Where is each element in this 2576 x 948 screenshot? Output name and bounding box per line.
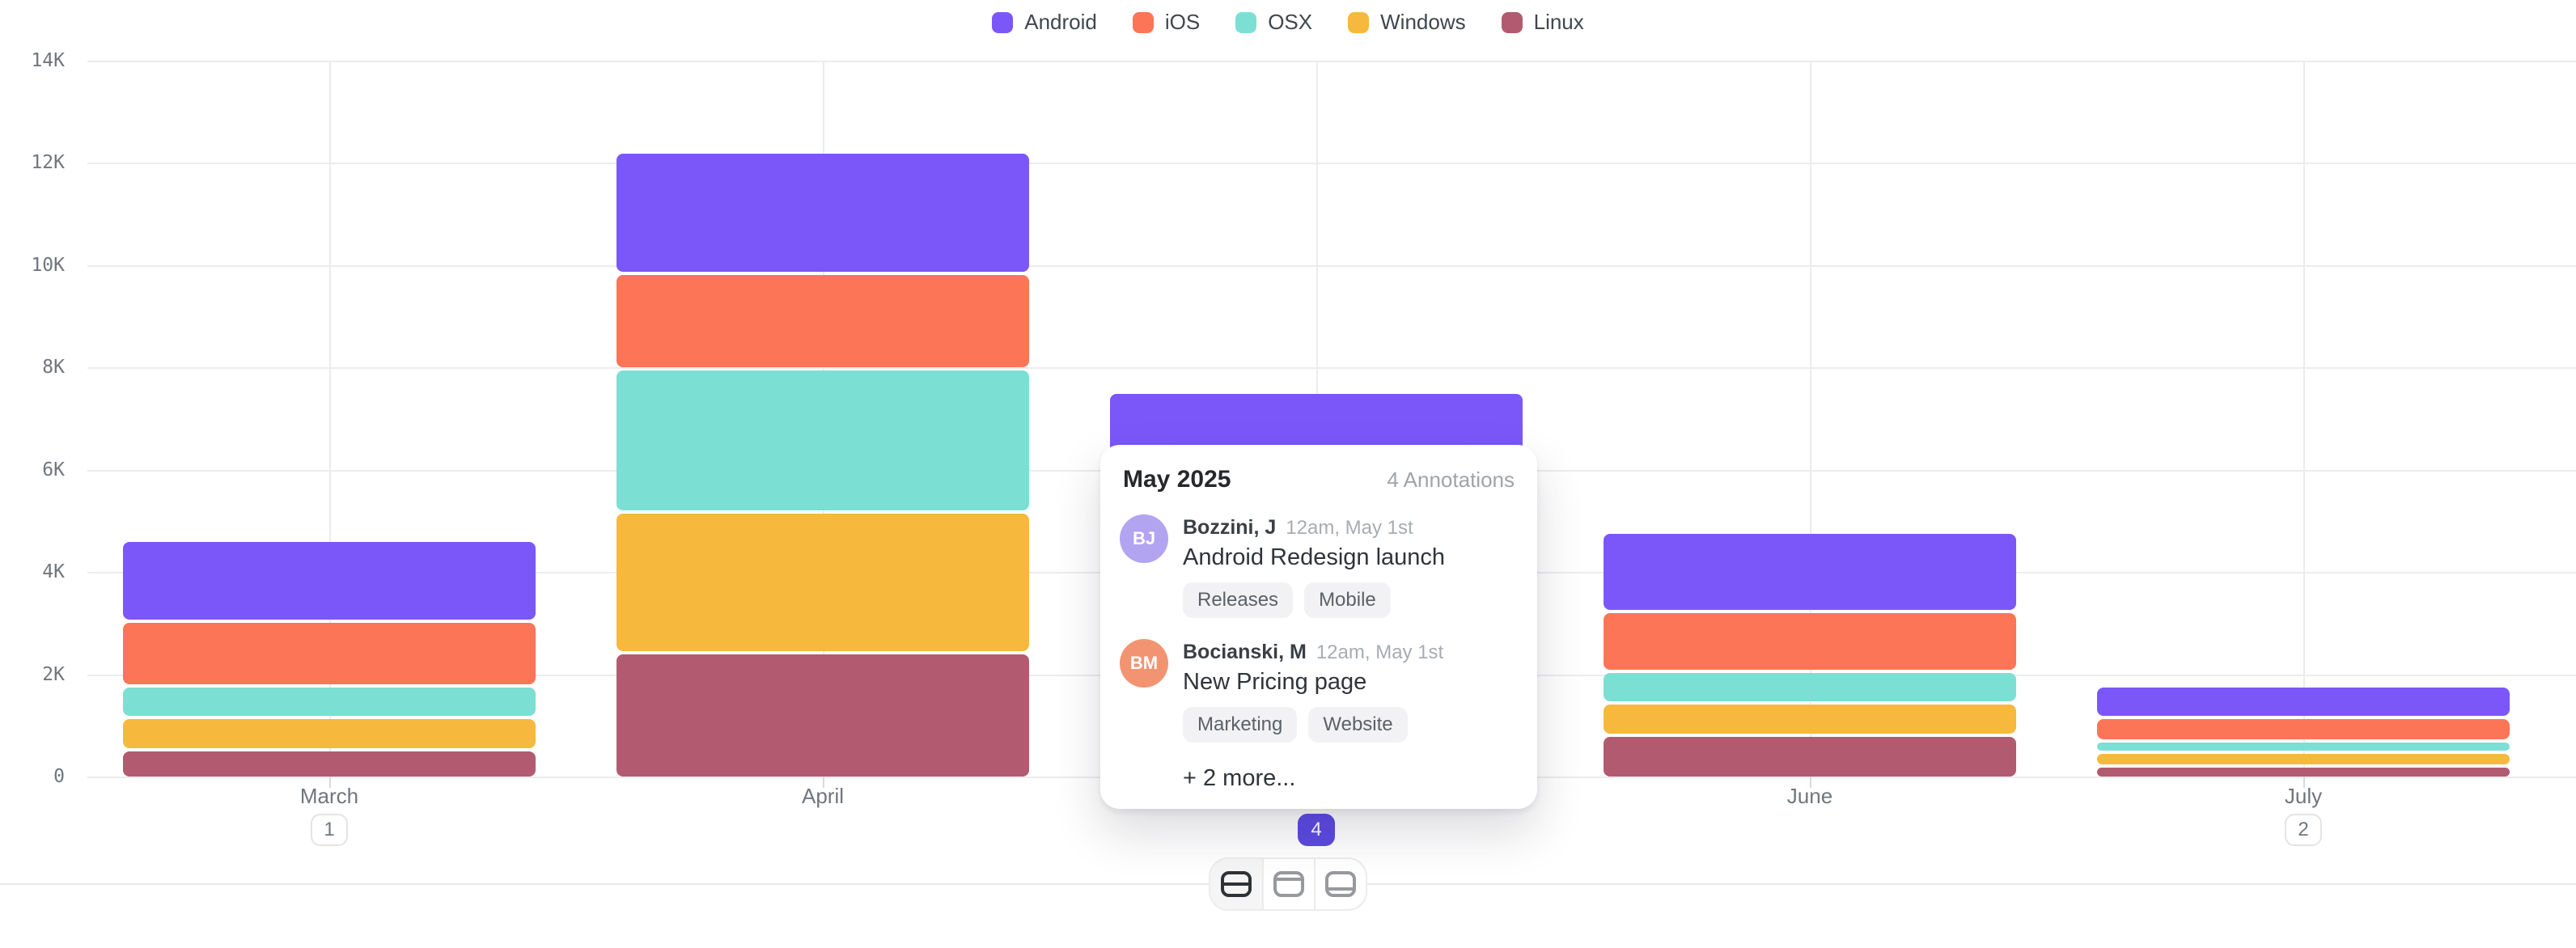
bar-segment-linux-june[interactable] <box>1604 736 2016 777</box>
popover-annotation-count: 4 Annotations <box>1387 468 1515 492</box>
x-axis-tick <box>329 777 331 788</box>
annotation-author: Bozzini, J <box>1183 516 1277 539</box>
annotations-popover: May 2025 4 Annotations BJ Bozzini, J 12a… <box>1100 445 1537 809</box>
layout-footer-bottom-icon <box>1325 871 1356 897</box>
annotation-timestamp: 12am, May 1st <box>1286 517 1413 539</box>
layout-header-top-icon <box>1273 871 1304 897</box>
y-axis-tick-label: 2K <box>42 663 65 685</box>
layout-toolbar <box>1209 857 1367 911</box>
show-more-annotations-link[interactable]: + 2 more... <box>1183 765 1296 791</box>
annotation-title: Android Redesign launch <box>1183 544 1446 570</box>
annotation-author: Bocianski, M <box>1183 641 1307 663</box>
y-axis-tick-label: 12K <box>31 152 65 174</box>
annotation-count-badge-march[interactable]: 1 <box>311 814 348 846</box>
legend-label: OSX <box>1268 10 1313 34</box>
bar-segment-ios-june[interactable] <box>1604 612 2016 670</box>
legend-label: iOS <box>1164 10 1201 34</box>
bar-segment-ios-july[interactable] <box>2097 719 2510 740</box>
popover-header: May 2025 4 Annotations <box>1120 466 1518 493</box>
annotation-count-badge-july[interactable]: 2 <box>2285 814 2322 846</box>
legend-label: Android <box>1024 10 1097 34</box>
y-gridline <box>87 367 2576 370</box>
chart-legend: Android iOS OSX Windows Linux <box>0 10 2576 35</box>
x-gridline <box>2303 61 2305 777</box>
annotation-tag: Website <box>1308 707 1408 743</box>
layout-header-top-button[interactable] <box>1262 859 1314 909</box>
legend-swatch-icon <box>1132 11 1154 33</box>
bar-segment-osx-april[interactable] <box>616 370 1029 511</box>
bar-segment-osx-july[interactable] <box>2097 743 2510 751</box>
bar-segment-android-july[interactable] <box>2097 688 2510 717</box>
legend-label: Windows <box>1380 10 1466 34</box>
annotation-tag: Mobile <box>1304 582 1391 618</box>
bar-segment-android-june[interactable] <box>1604 533 2016 610</box>
legend-swatch-icon <box>1235 11 1257 33</box>
bar-segment-osx-june[interactable] <box>1604 672 2016 701</box>
annotation-item: BM Bocianski, M 12am, May 1st New Pricin… <box>1120 639 1518 743</box>
y-axis-tick-label: 14K <box>31 50 65 71</box>
layout-footer-bottom-button[interactable] <box>1314 859 1366 909</box>
y-axis-tick-label: 0 <box>53 766 65 787</box>
y-axis-tick-label: 4K <box>42 561 65 583</box>
bar-segment-osx-march[interactable] <box>123 688 536 717</box>
bar-segment-ios-april[interactable] <box>616 274 1029 368</box>
bar-segment-windows-march[interactable] <box>123 719 536 748</box>
annotation-tag: Marketing <box>1183 707 1298 743</box>
x-axis-label-june: June <box>1786 784 1833 808</box>
legend-swatch-icon <box>992 11 1014 33</box>
annotation-item: BJ Bozzini, J 12am, May 1st Android Rede… <box>1120 514 1518 618</box>
x-axis-tick <box>823 777 824 788</box>
x-axis-label-march: March <box>299 784 359 808</box>
x-gridline <box>1810 61 1811 777</box>
y-axis-tick-label: 8K <box>42 357 65 379</box>
avatar: BM <box>1120 639 1168 688</box>
y-axis-tick-label: 10K <box>31 254 65 276</box>
popover-title: May 2025 <box>1123 466 1231 493</box>
y-gridline <box>87 163 2576 165</box>
bar-segment-windows-july[interactable] <box>2097 754 2510 765</box>
bar-segment-ios-march[interactable] <box>123 622 536 684</box>
legend-item-windows[interactable]: Windows <box>1348 10 1466 35</box>
annotation-title: New Pricing page <box>1183 669 1367 695</box>
legend-item-ios[interactable]: iOS <box>1132 10 1201 35</box>
annotation-timestamp: 12am, May 1st <box>1316 641 1444 663</box>
y-axis-tick-label: 6K <box>42 459 65 480</box>
bar-segment-windows-april[interactable] <box>616 514 1029 651</box>
legend-item-linux[interactable]: Linux <box>1501 10 1584 35</box>
bar-segment-linux-march[interactable] <box>123 751 536 777</box>
x-axis-label-july: July <box>2284 784 2323 808</box>
legend-item-android[interactable]: Android <box>992 10 1097 35</box>
bar-segment-windows-june[interactable] <box>1604 704 2016 734</box>
bar-segment-linux-april[interactable] <box>616 654 1029 777</box>
legend-swatch-icon <box>1501 11 1523 33</box>
bar-segment-linux-july[interactable] <box>2097 768 2510 777</box>
legend-swatch-icon <box>1348 11 1370 33</box>
x-axis-tick <box>2303 777 2305 788</box>
legend-item-osx[interactable]: OSX <box>1235 10 1312 35</box>
x-axis-label-april: April <box>801 784 844 808</box>
y-gridline <box>87 61 2576 62</box>
y-gridline <box>87 265 2576 267</box>
layout-split-rows-button[interactable] <box>1210 859 1262 909</box>
bar-segment-android-april[interactable] <box>616 154 1029 272</box>
bar-segment-android-march[interactable] <box>123 541 536 620</box>
x-axis-tick <box>1810 777 1811 788</box>
legend-label: Linux <box>1533 10 1584 34</box>
layout-split-rows-icon <box>1221 871 1252 897</box>
x-gridline <box>329 61 331 777</box>
avatar: BJ <box>1120 514 1168 563</box>
annotation-tag: Releases <box>1183 582 1294 618</box>
annotation-count-badge-may[interactable]: 4 <box>1298 814 1335 846</box>
